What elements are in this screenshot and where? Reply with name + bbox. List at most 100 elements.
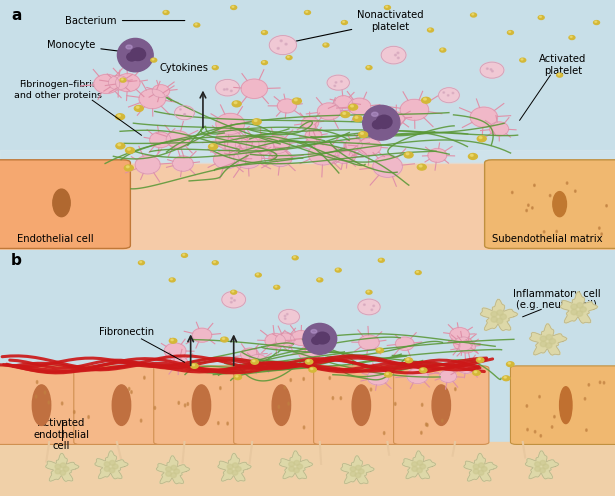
Ellipse shape — [540, 460, 546, 465]
Ellipse shape — [566, 182, 568, 184]
Ellipse shape — [286, 56, 292, 60]
Ellipse shape — [470, 13, 477, 17]
Ellipse shape — [534, 431, 536, 433]
Ellipse shape — [126, 45, 132, 49]
Ellipse shape — [350, 471, 356, 476]
FancyBboxPatch shape — [0, 160, 130, 248]
Ellipse shape — [126, 166, 129, 168]
Bar — [0, 442, 615, 496]
Ellipse shape — [546, 343, 552, 348]
Ellipse shape — [447, 95, 449, 96]
Ellipse shape — [127, 53, 137, 61]
Ellipse shape — [231, 298, 232, 299]
Ellipse shape — [231, 290, 237, 294]
Ellipse shape — [172, 156, 193, 171]
Text: Nonactivated
platelet: Nonactivated platelet — [292, 10, 424, 42]
Polygon shape — [46, 453, 79, 482]
Ellipse shape — [274, 285, 280, 289]
Ellipse shape — [358, 299, 380, 315]
Ellipse shape — [269, 36, 296, 55]
Ellipse shape — [223, 338, 224, 339]
Polygon shape — [279, 451, 312, 479]
Ellipse shape — [169, 278, 175, 282]
Ellipse shape — [223, 89, 225, 90]
Ellipse shape — [415, 271, 421, 274]
Ellipse shape — [303, 323, 336, 354]
Ellipse shape — [169, 356, 188, 369]
Text: Cytokines: Cytokines — [160, 62, 209, 72]
Polygon shape — [156, 456, 189, 484]
Ellipse shape — [379, 259, 381, 260]
Polygon shape — [480, 299, 518, 331]
Ellipse shape — [311, 329, 317, 333]
Ellipse shape — [457, 361, 475, 373]
Ellipse shape — [318, 279, 320, 280]
Ellipse shape — [191, 364, 198, 369]
Ellipse shape — [381, 46, 406, 64]
Ellipse shape — [108, 75, 129, 90]
Ellipse shape — [440, 48, 446, 52]
Ellipse shape — [353, 116, 362, 122]
Ellipse shape — [284, 386, 285, 389]
Ellipse shape — [601, 233, 603, 235]
Ellipse shape — [36, 380, 38, 383]
Ellipse shape — [407, 368, 428, 383]
Ellipse shape — [558, 193, 560, 195]
Ellipse shape — [261, 61, 268, 64]
Ellipse shape — [48, 401, 50, 404]
Ellipse shape — [335, 82, 337, 83]
Text: Subendothelial matrix: Subendothelial matrix — [492, 234, 603, 244]
Ellipse shape — [421, 432, 422, 434]
Ellipse shape — [427, 28, 434, 32]
Ellipse shape — [213, 66, 215, 67]
Ellipse shape — [469, 154, 477, 159]
Ellipse shape — [315, 332, 330, 344]
Ellipse shape — [571, 310, 577, 315]
Ellipse shape — [383, 432, 385, 434]
Ellipse shape — [137, 107, 139, 108]
Ellipse shape — [441, 49, 443, 50]
Ellipse shape — [303, 426, 305, 429]
Ellipse shape — [138, 261, 145, 265]
Ellipse shape — [293, 256, 295, 258]
Ellipse shape — [395, 337, 414, 350]
Ellipse shape — [183, 254, 184, 255]
Polygon shape — [402, 451, 435, 479]
Ellipse shape — [109, 468, 115, 473]
Ellipse shape — [164, 343, 186, 359]
Ellipse shape — [538, 15, 544, 19]
Ellipse shape — [117, 115, 121, 117]
Ellipse shape — [577, 303, 583, 308]
Ellipse shape — [350, 467, 356, 472]
Ellipse shape — [116, 143, 125, 149]
Ellipse shape — [299, 346, 320, 361]
Ellipse shape — [113, 464, 118, 469]
Ellipse shape — [256, 274, 258, 275]
Ellipse shape — [526, 405, 528, 407]
Ellipse shape — [194, 23, 200, 27]
Ellipse shape — [154, 406, 156, 409]
Ellipse shape — [416, 468, 423, 473]
Ellipse shape — [478, 358, 480, 360]
Ellipse shape — [482, 467, 487, 471]
Text: Endothelial cell: Endothelial cell — [17, 234, 93, 244]
Ellipse shape — [212, 261, 218, 265]
Ellipse shape — [265, 333, 285, 348]
Ellipse shape — [606, 205, 607, 207]
Ellipse shape — [509, 31, 510, 32]
Ellipse shape — [376, 348, 384, 353]
Text: a: a — [11, 7, 22, 22]
Polygon shape — [560, 292, 598, 323]
Ellipse shape — [470, 154, 473, 156]
Ellipse shape — [477, 136, 486, 142]
Ellipse shape — [452, 92, 454, 94]
Ellipse shape — [554, 416, 555, 418]
Ellipse shape — [359, 335, 379, 350]
Ellipse shape — [429, 29, 430, 30]
Ellipse shape — [232, 470, 238, 475]
Ellipse shape — [184, 114, 185, 115]
Ellipse shape — [152, 85, 170, 98]
Ellipse shape — [411, 467, 418, 471]
Ellipse shape — [135, 156, 160, 174]
Ellipse shape — [459, 341, 475, 353]
